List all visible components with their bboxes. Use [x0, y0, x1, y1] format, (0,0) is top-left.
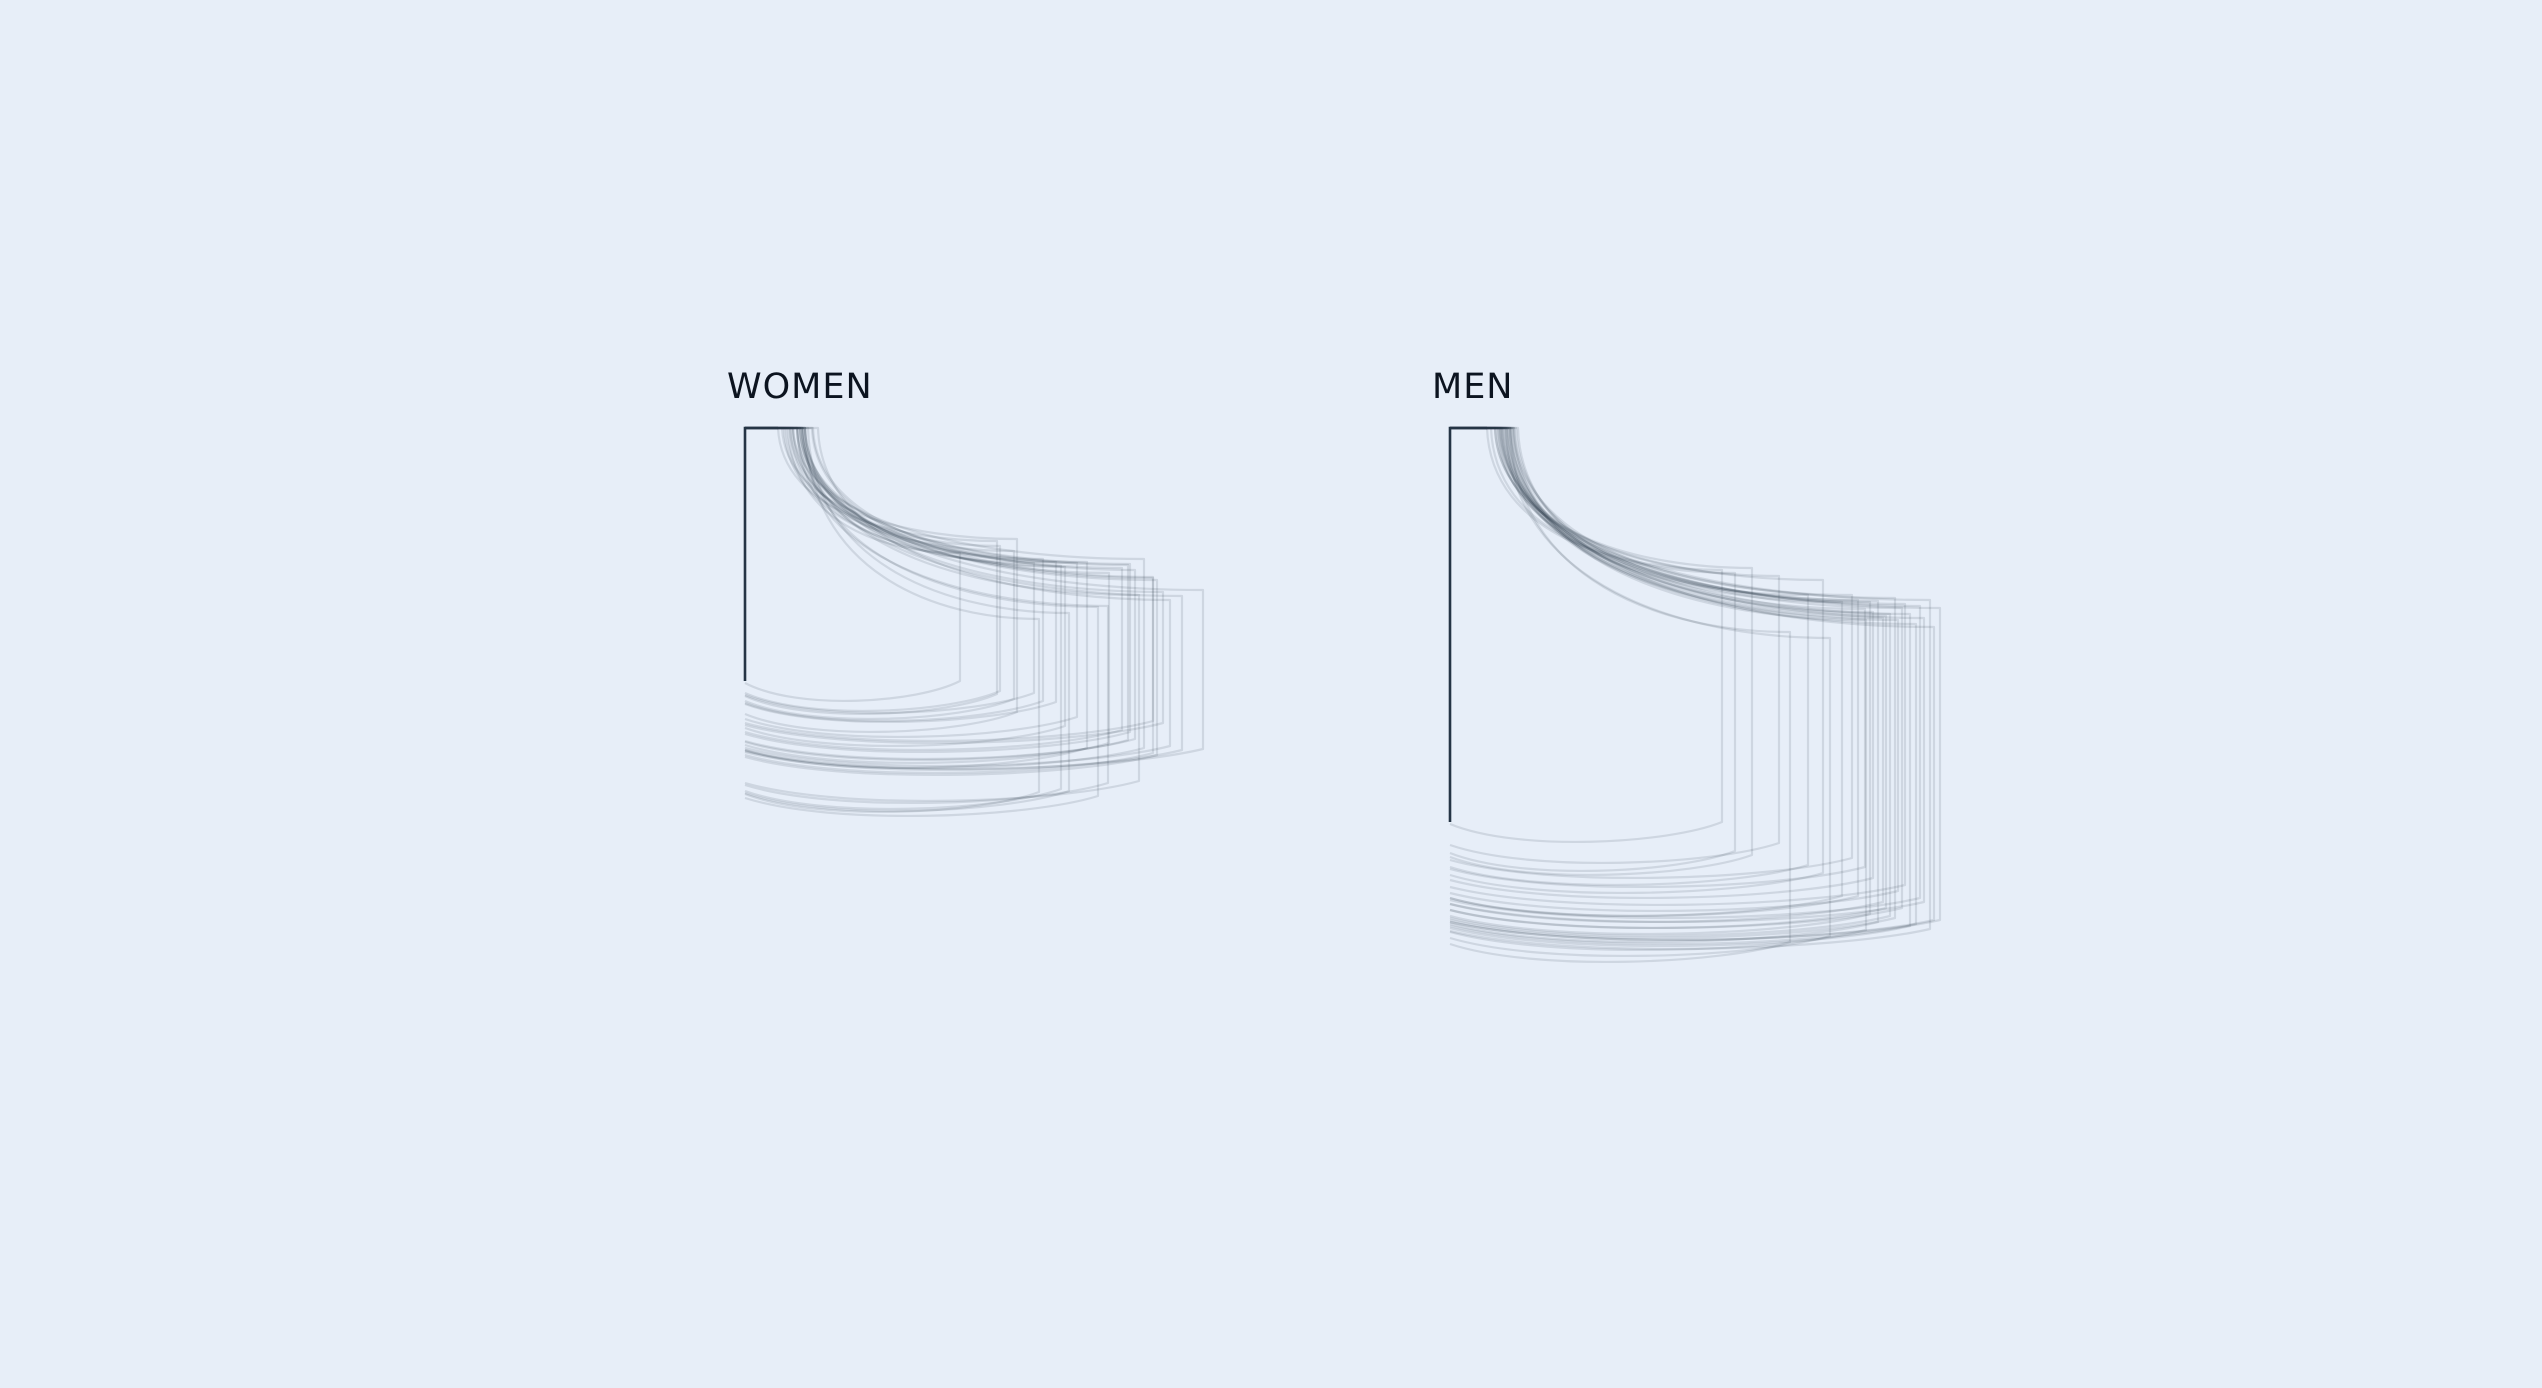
shape-outline-30	[744, 426, 1041, 814]
shared-edge	[1448, 426, 1487, 822]
shape-outline-29	[744, 426, 1071, 812]
shape-outline-22	[1449, 426, 1918, 946]
shape-outline-9	[1449, 426, 1860, 917]
shape-outline-6	[1449, 426, 1825, 895]
shape-outline-1	[744, 426, 962, 703]
shape-outline-19	[744, 426, 1146, 769]
shape-outline-14	[1449, 426, 1885, 923]
shape-outline-2	[744, 426, 999, 716]
shape-outline-24	[1449, 426, 1932, 951]
shape-outline-8	[1449, 426, 1854, 879]
shape-outline-23	[1449, 426, 1926, 924]
shape-outline-21	[744, 426, 1165, 744]
shape-outline-5	[1449, 426, 1810, 887]
shape-outline-3	[1449, 426, 1754, 877]
shape-outline-27	[1449, 426, 1868, 951]
shape-outline-13	[1449, 426, 1880, 943]
shape-outline-18	[744, 426, 1155, 774]
shape-outline-21	[1449, 426, 1912, 948]
shape-outline-16	[1449, 426, 1892, 938]
shape-outline-14	[744, 426, 1124, 752]
shape-outline-6	[744, 426, 1036, 715]
chart-panel-women: WOMEN	[720, 370, 1240, 1070]
shape-outline-25	[1449, 426, 1936, 942]
shape-outline-20	[1449, 426, 1907, 907]
shape-outline-22	[744, 426, 1159, 776]
shape-outline-4	[1449, 426, 1781, 864]
shape-outline-8	[744, 426, 1058, 724]
shape-outline-13	[744, 426, 1111, 765]
panel-title: MEN	[1432, 367, 1514, 407]
shape-outline-5	[744, 426, 1019, 734]
shape-outline-28	[744, 426, 1100, 817]
shape-outline-30	[1449, 426, 1922, 920]
shape-outline-7	[744, 426, 1045, 723]
shape-outline-23	[744, 426, 1205, 771]
shape-outline-4	[744, 426, 1016, 721]
chart-panel-men: MEN	[1425, 370, 1945, 1070]
shape-outline-24	[744, 426, 1172, 767]
shape-outline-3	[744, 426, 1002, 713]
shape-outline-7	[1449, 426, 1844, 918]
shape-outline-12	[1449, 426, 1875, 899]
shape-outline-16	[744, 426, 1130, 762]
shape-outline-12	[744, 426, 1089, 769]
plot-women	[743, 426, 1205, 817]
shape-outline-26	[1449, 426, 1942, 942]
shape-outline-28	[1449, 426, 1832, 958]
shared-edge	[743, 426, 778, 681]
shape-outline-11	[1449, 426, 1872, 935]
shape-outline-1	[1449, 426, 1724, 844]
shape-outline-11	[744, 426, 1079, 738]
shape-outline-18	[1449, 426, 1900, 913]
plot-men	[1448, 426, 1942, 963]
shape-outline-9	[744, 426, 1067, 747]
shape-outline-27	[744, 426, 1110, 805]
shape-outline-10	[744, 426, 1063, 810]
shape-outline-17	[744, 426, 1137, 761]
shape-outline-15	[744, 426, 1132, 754]
shape-outline-15	[1449, 426, 1888, 930]
shape-outline-29	[1449, 426, 1792, 963]
panel-title: WOMEN	[727, 367, 873, 407]
shape-outline-20	[744, 426, 1155, 742]
shape-outline-26	[744, 426, 1141, 802]
shape-outline-19	[1449, 426, 1904, 930]
shape-outline-2	[1449, 426, 1737, 873]
shape-outline-10	[1449, 426, 1867, 888]
shape-outline-25	[744, 426, 1184, 772]
shape-outline-17	[1449, 426, 1897, 940]
